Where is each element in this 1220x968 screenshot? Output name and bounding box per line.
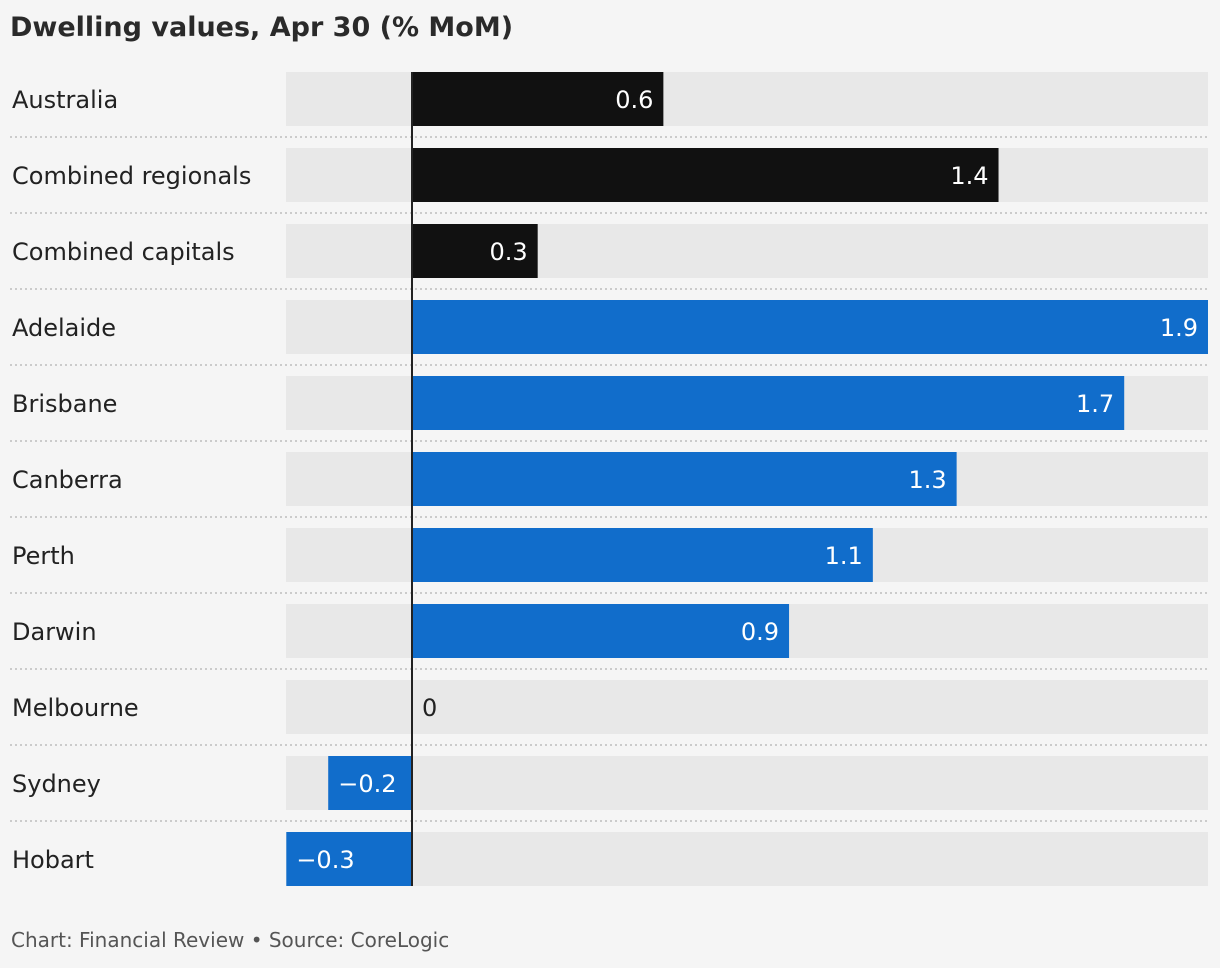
- bar: [328, 756, 412, 810]
- value-label: 1.1: [825, 542, 863, 570]
- bar-track: [286, 832, 1208, 886]
- bar: [412, 72, 664, 126]
- chart-title: Dwelling values, Apr 30 (% MoM): [10, 12, 514, 43]
- value-label: 1.7: [1076, 390, 1114, 418]
- category-label: Sydney: [12, 770, 101, 798]
- category-label: Adelaide: [12, 314, 116, 342]
- category-label: Melbourne: [12, 694, 139, 722]
- value-label: 1.4: [950, 162, 988, 190]
- value-label: −0.2: [338, 770, 396, 798]
- category-label: Combined regionals: [12, 162, 251, 190]
- bar-track: [286, 680, 1208, 734]
- value-label: 0.9: [741, 618, 779, 646]
- value-label: 0.3: [490, 238, 528, 266]
- bar: [412, 376, 1125, 430]
- bar: [412, 224, 538, 278]
- category-label: Australia: [12, 86, 118, 114]
- bar: [412, 300, 1208, 354]
- category-label: Perth: [12, 542, 75, 570]
- chart-footer: Chart: Financial Review • Source: CoreLo…: [11, 928, 450, 952]
- bar: [412, 148, 999, 202]
- bar: [286, 832, 412, 886]
- value-label: 0: [422, 694, 437, 722]
- category-label: Darwin: [12, 618, 97, 646]
- category-label: Hobart: [12, 846, 94, 874]
- bar: [412, 452, 957, 506]
- category-label: Brisbane: [12, 390, 117, 418]
- bar-track: [286, 756, 1208, 810]
- bar: [412, 528, 873, 582]
- value-label: 1.3: [908, 466, 946, 494]
- value-label: −0.3: [296, 846, 354, 874]
- bar: [412, 604, 790, 658]
- category-label: Combined capitals: [12, 238, 235, 266]
- value-label: 1.9: [1160, 314, 1198, 342]
- value-label: 0.6: [615, 86, 653, 114]
- category-label: Canberra: [12, 466, 123, 494]
